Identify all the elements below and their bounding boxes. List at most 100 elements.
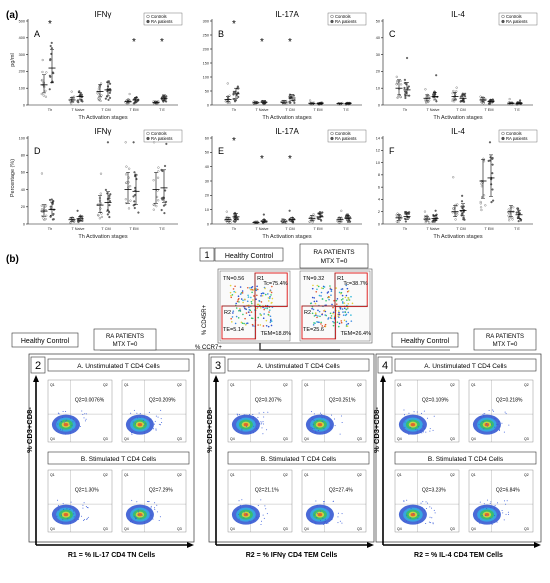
event-dot — [334, 418, 336, 420]
event-dot — [85, 418, 87, 420]
event-dot — [252, 417, 254, 419]
event-dot — [69, 417, 71, 419]
event-dot — [260, 421, 262, 423]
data-point — [262, 213, 265, 216]
event-dot — [422, 501, 424, 503]
event-dot — [425, 507, 427, 509]
event-dot — [508, 513, 510, 515]
event-dot — [264, 293, 267, 296]
event-dot — [423, 427, 425, 429]
event-dot — [429, 430, 431, 432]
event-dot — [137, 417, 139, 419]
event-dot — [252, 299, 254, 301]
event-dot — [85, 413, 87, 415]
event-dot — [161, 422, 163, 424]
data-point — [337, 221, 341, 224]
plot-frame — [394, 379, 460, 443]
data-point — [100, 94, 103, 97]
chart-title: IL-4 — [451, 10, 465, 19]
event-dot — [242, 299, 244, 302]
gate-R1-label: R1 — [257, 276, 264, 282]
event-dot — [86, 517, 88, 519]
healthy-label: Healthy Control — [401, 338, 450, 345]
event-dot — [260, 307, 262, 309]
event-dot — [341, 522, 343, 524]
event-dot — [311, 296, 314, 299]
data-point — [483, 194, 486, 197]
event-dot — [62, 429, 64, 431]
event-dot — [229, 284, 232, 287]
q-label: Q1 — [471, 473, 476, 477]
data-point — [229, 221, 232, 224]
event-dot — [256, 307, 258, 310]
data-point — [428, 95, 431, 98]
event-dot — [135, 423, 137, 425]
data-point — [40, 204, 43, 207]
q-label: Q3 — [357, 527, 362, 531]
event-dot — [485, 514, 487, 516]
event-dot — [332, 500, 334, 502]
event-dot — [316, 427, 318, 429]
event-dot — [148, 419, 150, 421]
section-number: 2 — [35, 360, 41, 372]
event-dot — [311, 521, 313, 523]
data-point — [42, 94, 45, 97]
event-dot — [319, 510, 321, 512]
event-dot — [408, 506, 410, 508]
event-dot — [312, 418, 314, 420]
event-dot — [236, 300, 239, 303]
event-dot — [319, 433, 321, 435]
y-axis-label: pg/ml — [10, 53, 16, 66]
legend-box — [143, 129, 183, 143]
q-label: Q4 — [304, 527, 309, 531]
q-label: Q2 — [177, 383, 182, 387]
event-dot — [136, 412, 138, 414]
data-point — [313, 218, 316, 221]
event-dot — [319, 315, 321, 318]
y-tick-label: 20 — [376, 70, 380, 74]
event-dot — [342, 314, 345, 316]
y-tick-label: 30 — [376, 53, 380, 57]
data-point — [480, 208, 483, 212]
event-dot — [483, 428, 485, 430]
q2-value: Q2=27.4% — [329, 488, 353, 494]
event-dot — [267, 293, 269, 295]
event-dot — [156, 504, 158, 506]
event-dot — [313, 413, 315, 415]
data-point — [232, 97, 235, 101]
density-blob — [63, 423, 69, 427]
data-point — [519, 99, 522, 102]
event-dot — [345, 284, 348, 287]
event-dot — [417, 517, 419, 519]
event-dot — [235, 315, 238, 318]
data-point — [49, 205, 52, 208]
data-point — [226, 221, 229, 224]
event-dot — [327, 522, 329, 524]
event-dot — [315, 290, 318, 293]
data-point — [424, 221, 427, 224]
event-dot — [153, 428, 155, 430]
q-label: Q3 — [357, 437, 362, 441]
event-dot — [260, 301, 263, 303]
event-dot — [238, 309, 240, 312]
event-dot — [323, 501, 325, 503]
event-dot — [330, 315, 333, 317]
data-point — [515, 211, 518, 214]
x-arrowhead — [534, 542, 541, 548]
significance-star: * — [48, 19, 52, 30]
event-dot — [404, 414, 406, 416]
event-dot — [480, 416, 482, 418]
axis-ccr7: % CCR7+ — [195, 345, 222, 351]
event-dot — [325, 299, 327, 302]
event-dot — [415, 432, 417, 434]
section-number-box — [377, 356, 393, 374]
event-dot — [335, 299, 338, 302]
data-point — [455, 86, 458, 89]
data-point — [133, 171, 136, 174]
y-tick-label: 300 — [19, 53, 25, 57]
event-dot — [423, 426, 425, 428]
data-point — [108, 216, 111, 219]
q-label: Q3 — [524, 527, 529, 531]
plot-frame — [121, 469, 187, 533]
